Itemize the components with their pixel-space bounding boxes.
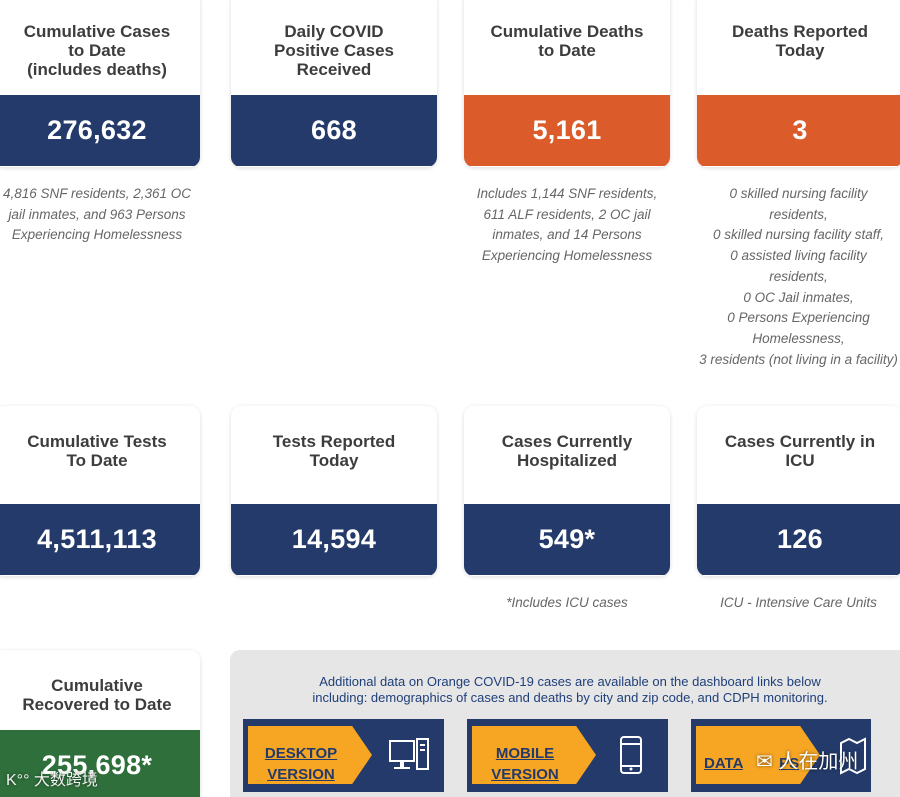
- card-value: 4,511,113: [0, 504, 200, 575]
- link-tag: DATA PS: [696, 726, 820, 784]
- mobile-phone-icon: [620, 736, 642, 774]
- data-maps-link[interactable]: DATA PS: [691, 719, 871, 792]
- watermark-text: 大数跨境: [33, 772, 98, 789]
- card-note: ICU - Intensive Care Units: [720, 595, 877, 610]
- card-title: Daily COVID Positive Cases Received: [273, 22, 394, 79]
- card-tests-today: Tests Reported Today 14,594: [231, 406, 437, 576]
- card-deaths-today: Deaths Reported Today 3: [697, 0, 900, 167]
- card-note: 4,816 SNF residents, 2,361 OC jail inmat…: [2, 186, 192, 243]
- card-icu: Cases Currently in ICU 126: [697, 406, 900, 576]
- card-value: 5,161: [464, 95, 670, 166]
- map-icon: [840, 737, 866, 775]
- card-hospitalized: Cases Currently Hospitalized 549*: [464, 406, 670, 576]
- card-cumulative-cases: Cumulative Cases to Date (includes death…: [0, 0, 200, 167]
- card-title: Cumulative Deaths to Date: [490, 22, 644, 60]
- link-label: DESKTOP VERSION: [264, 745, 338, 783]
- link-label: DATA PS: [704, 754, 820, 775]
- link-label: MOBILE VERSION: [491, 745, 559, 783]
- card-value: 14,594: [231, 504, 437, 575]
- card-value: 276,632: [0, 95, 200, 166]
- watermark-logo-left: K°° 大数跨境: [6, 766, 98, 790]
- watermark-icon: K°°: [6, 772, 30, 789]
- card-daily-positive-cases: Daily COVID Positive Cases Received 668: [231, 0, 437, 167]
- desktop-computer-icon: [389, 738, 429, 770]
- card-title: Deaths Reported Today: [731, 22, 869, 60]
- card-title: Cases Currently Hospitalized: [501, 432, 633, 470]
- card-cumulative-deaths: Cumulative Deaths to Date 5,161: [464, 0, 670, 167]
- card-note: 0 skilled nursing facility residents, 0 …: [699, 186, 898, 367]
- card-title: Tests Reported Today: [272, 432, 396, 470]
- card-value: 126: [697, 504, 900, 575]
- wechat-icon: ✉: [756, 751, 773, 773]
- link-label-head: DATA: [704, 755, 743, 772]
- card-note: Includes 1,144 SNF residents, 611 ALF re…: [476, 186, 658, 264]
- card-value: 255,698*: [0, 730, 200, 797]
- card-title: Cumulative Recovered to Date: [22, 676, 172, 714]
- watermark-text: 人在加州: [778, 751, 859, 773]
- link-label-tail: PS: [779, 755, 800, 772]
- card-title: Cumulative Tests To Date: [27, 432, 167, 470]
- desktop-version-link[interactable]: DESKTOP VERSION: [243, 719, 444, 792]
- card-value: 549*: [464, 504, 670, 575]
- watermark-logo-right: ✉ 人在加州: [756, 745, 858, 774]
- card-title: Cumulative Cases to Date (includes death…: [23, 22, 171, 79]
- link-tag: DESKTOP VERSION: [248, 726, 372, 784]
- card-cumulative-recovered: Cumulative Recovered to Date 255,698*: [0, 650, 200, 797]
- mobile-version-link[interactable]: MOBILE VERSION: [467, 719, 668, 792]
- card-value: 668: [231, 95, 437, 166]
- dashboard-description: Additional data on Orange COVID-19 cases…: [312, 674, 828, 705]
- link-tag: MOBILE VERSION: [472, 726, 596, 784]
- card-title: Cases Currently in ICU: [724, 432, 876, 470]
- card-value: 3: [697, 95, 900, 166]
- card-cumulative-tests: Cumulative Tests To Date 4,511,113: [0, 406, 200, 576]
- card-note: *Includes ICU cases: [506, 595, 628, 610]
